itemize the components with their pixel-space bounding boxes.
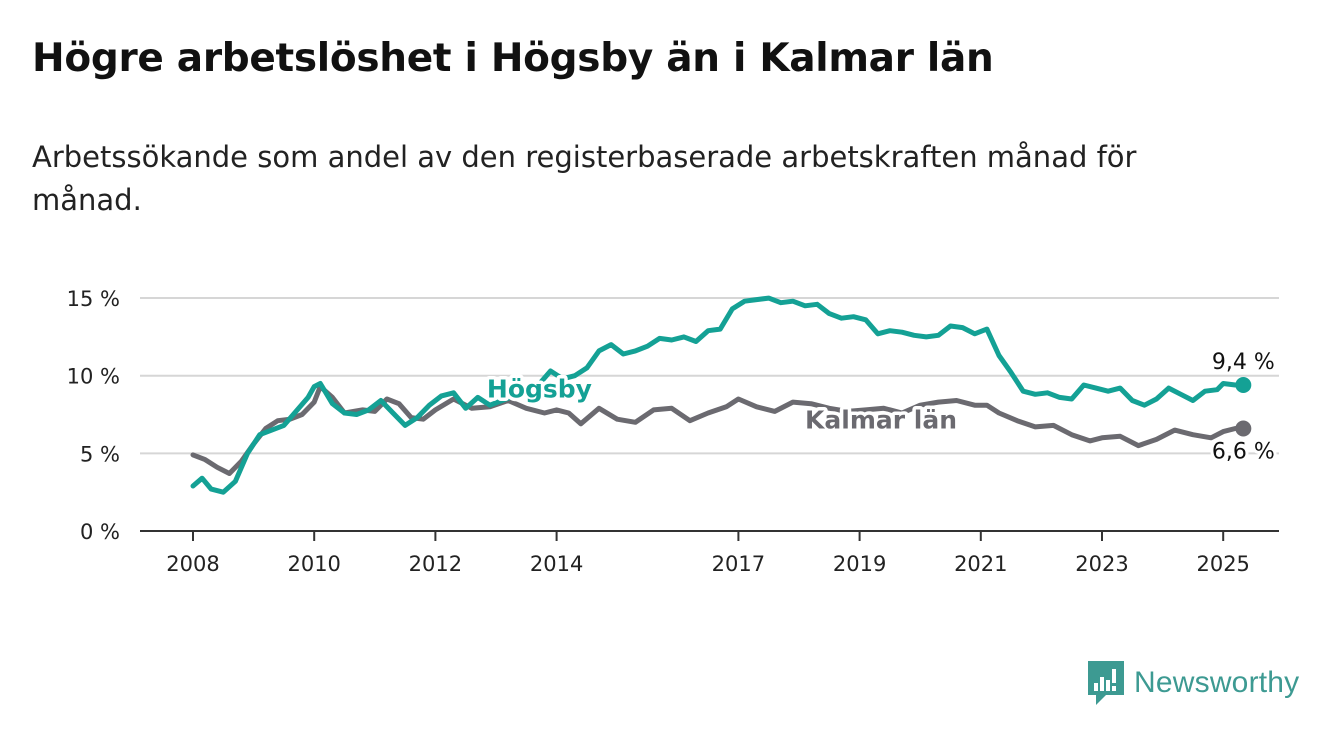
x-axis: 2008 2010 2012 2014 2017 2019 2021 2023 2025 (140, 530, 1279, 576)
end-value-label-högsby: 9,4 % (1212, 350, 1275, 375)
x-tick-label: 2010 (287, 552, 340, 576)
x-tick-label: 2017 (712, 552, 765, 576)
chart-title: Högre arbetslöshet i Högsby än i Kalmar … (32, 36, 994, 81)
series-line-högsby (190, 295, 1238, 495)
series-line-kalmar-län (190, 384, 1238, 476)
x-tick-label: 2025 (1196, 552, 1249, 576)
newsworthy-logo-icon (1088, 661, 1124, 705)
x-tick-label: 2019 (833, 552, 886, 576)
y-tick-label: 10 % (67, 365, 120, 389)
series-labels: Högsby Kalmar län 6,6 % 9,4 % (483, 347, 1277, 467)
x-tick-label: 2008 (166, 552, 219, 576)
x-tick-label: 2021 (954, 552, 1007, 576)
brand: Newsworthy (1088, 660, 1299, 706)
brand-name: Newsworthy (1134, 666, 1300, 699)
series-label-högsby: Högsby (487, 374, 592, 403)
y-tick-label: 15 % (67, 287, 120, 311)
end-value-label-kalmar-län: 6,6 % (1212, 440, 1275, 465)
y-axis-ticks: 0 % 5 % 10 % 15 % (67, 287, 120, 544)
x-tick-label: 2023 (1075, 552, 1128, 576)
end-point-högsby (1235, 377, 1252, 394)
y-tick-label: 5 % (80, 442, 120, 466)
y-tick-label: 0 % (80, 520, 120, 544)
series-label-kalmar-län: Kalmar län (805, 406, 957, 435)
gridlines (140, 297, 1279, 455)
end-point-kalmar-län (1235, 420, 1252, 437)
chart-subtitle: Arbetssökande som andel av den registerb… (32, 140, 1137, 217)
x-tick-label: 2014 (530, 552, 583, 576)
x-tick-label: 2012 (409, 552, 462, 576)
series-lines (190, 295, 1252, 495)
